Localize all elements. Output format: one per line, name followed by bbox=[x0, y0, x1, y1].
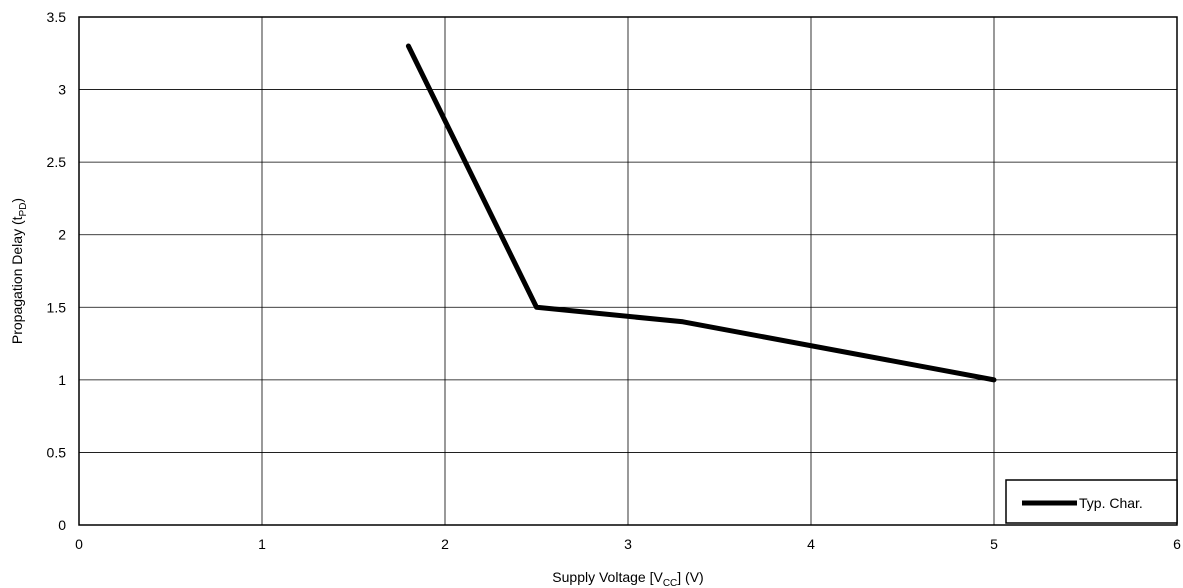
x-tick-label: 5 bbox=[990, 536, 998, 552]
x-tick-label: 2 bbox=[441, 536, 449, 552]
y-tick-label: 3.5 bbox=[47, 9, 67, 25]
x-axis-title: Supply Voltage [VCC] (V) bbox=[552, 569, 703, 588]
y-tick-label: 1.5 bbox=[47, 299, 67, 315]
y-tick-label: 1 bbox=[58, 372, 66, 388]
y-axis-title-main: Propagation Delay (t bbox=[9, 216, 25, 344]
plot-frame bbox=[78, 16, 1178, 526]
legend: Typ. Char. bbox=[1005, 479, 1178, 524]
y-axis-title: Propagation Delay (tPD) bbox=[9, 198, 29, 344]
x-axis-title-sub: CC bbox=[663, 578, 677, 588]
x-axis-title-main: Supply Voltage [V bbox=[552, 569, 663, 585]
x-axis-title-tail: ] (V) bbox=[677, 569, 703, 585]
x-tick-label: 0 bbox=[75, 536, 83, 552]
x-tick-label: 3 bbox=[624, 536, 632, 552]
x-tick-labels: 0 1 2 3 4 5 6 bbox=[75, 536, 1181, 552]
y-tick-label: 3 bbox=[58, 82, 66, 98]
x-tick-label: 4 bbox=[807, 536, 815, 552]
y-axis-title-sub: PD bbox=[18, 203, 29, 217]
y-tick-label: 0 bbox=[58, 517, 66, 533]
x-tick-label: 1 bbox=[258, 536, 266, 552]
grid bbox=[78, 16, 1178, 526]
y-tick-label: 2 bbox=[58, 227, 66, 243]
y-tick-labels: 0 0.5 1 1.5 2 2.5 3 3.5 bbox=[47, 9, 67, 533]
legend-label-typ-char: Typ. Char. bbox=[1079, 495, 1143, 511]
y-tick-label: 2.5 bbox=[47, 154, 67, 170]
y-tick-label: 0.5 bbox=[47, 444, 67, 460]
series bbox=[405, 43, 997, 383]
series-line-typ-char bbox=[405, 43, 997, 383]
x-tick-label: 6 bbox=[1173, 536, 1181, 552]
y-axis-title-tail: ) bbox=[9, 198, 25, 203]
